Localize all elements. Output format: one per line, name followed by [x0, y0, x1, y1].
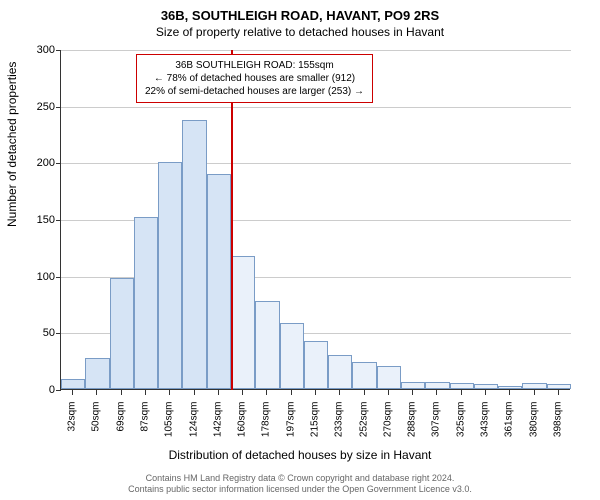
- xtick-label: 197sqm: [285, 402, 296, 446]
- histogram-bar: [304, 341, 328, 389]
- histogram-bar: [255, 301, 279, 389]
- histogram-bar: [377, 366, 401, 389]
- xtick-mark: [364, 390, 365, 395]
- histogram-bar: [425, 382, 449, 389]
- xtick-mark: [509, 390, 510, 395]
- histogram-bar: [182, 120, 206, 389]
- histogram-bar: [280, 323, 304, 389]
- histogram-bar: [547, 384, 571, 389]
- ytick-label: 50: [25, 327, 55, 339]
- ytick-mark: [56, 220, 61, 221]
- xtick-label: 160sqm: [237, 402, 248, 446]
- ytick-label: 0: [25, 384, 55, 396]
- annotation-line: ← 78% of detached houses are smaller (91…: [145, 72, 364, 85]
- histogram-bar: [450, 383, 474, 389]
- xtick-mark: [194, 390, 195, 395]
- histogram-bar: [61, 379, 85, 389]
- ytick-mark: [56, 277, 61, 278]
- chart-container: 36B, SOUTHLEIGH ROAD, HAVANT, PO9 2RS Si…: [0, 0, 600, 500]
- chart-subtitle: Size of property relative to detached ho…: [0, 23, 600, 39]
- xtick-mark: [558, 390, 559, 395]
- xtick-label: 233sqm: [334, 402, 345, 446]
- ytick-label: 200: [25, 157, 55, 169]
- xtick-label: 252sqm: [358, 402, 369, 446]
- xtick-label: 361sqm: [504, 402, 515, 446]
- histogram-bar: [474, 384, 498, 389]
- xtick-label: 307sqm: [431, 402, 442, 446]
- xtick-mark: [315, 390, 316, 395]
- xtick-mark: [534, 390, 535, 395]
- histogram-bar: [498, 386, 522, 389]
- xtick-mark: [218, 390, 219, 395]
- xtick-label: 69sqm: [115, 402, 126, 446]
- histogram-bar: [522, 383, 546, 389]
- xtick-mark: [72, 390, 73, 395]
- histogram-bar: [352, 362, 376, 389]
- xtick-mark: [96, 390, 97, 395]
- histogram-bar: [207, 174, 231, 389]
- footer-line-1: Contains HM Land Registry data © Crown c…: [0, 473, 600, 485]
- xtick-label: 178sqm: [261, 402, 272, 446]
- histogram-bar: [231, 256, 255, 389]
- gridline: [61, 50, 571, 51]
- annotation-line: 36B SOUTHLEIGH ROAD: 155sqm: [145, 59, 364, 72]
- ytick-mark: [56, 333, 61, 334]
- ytick-mark: [56, 390, 61, 391]
- ytick-label: 100: [25, 271, 55, 283]
- xtick-label: 398sqm: [552, 402, 563, 446]
- xtick-mark: [291, 390, 292, 395]
- xtick-mark: [461, 390, 462, 395]
- annotation-line: 22% of semi-detached houses are larger (…: [145, 85, 364, 98]
- gridline: [61, 107, 571, 108]
- xtick-label: 380sqm: [528, 402, 539, 446]
- ytick-label: 300: [25, 44, 55, 56]
- ytick-mark: [56, 163, 61, 164]
- ytick-mark: [56, 50, 61, 51]
- xtick-mark: [169, 390, 170, 395]
- xtick-label: 142sqm: [212, 402, 223, 446]
- xtick-label: 105sqm: [164, 402, 175, 446]
- xtick-mark: [145, 390, 146, 395]
- xtick-mark: [121, 390, 122, 395]
- xtick-mark: [339, 390, 340, 395]
- ytick-label: 250: [25, 101, 55, 113]
- xtick-mark: [266, 390, 267, 395]
- footer-text: Contains HM Land Registry data © Crown c…: [0, 473, 600, 496]
- xtick-label: 87sqm: [140, 402, 151, 446]
- xtick-label: 215sqm: [310, 402, 321, 446]
- xtick-label: 50sqm: [91, 402, 102, 446]
- histogram-bar: [401, 382, 425, 389]
- xtick-label: 124sqm: [188, 402, 199, 446]
- xtick-mark: [242, 390, 243, 395]
- xtick-mark: [485, 390, 486, 395]
- xtick-label: 343sqm: [480, 402, 491, 446]
- xtick-label: 32sqm: [67, 402, 78, 446]
- chart-area: 36B SOUTHLEIGH ROAD: 155sqm← 78% of deta…: [60, 50, 570, 420]
- histogram-bar: [328, 355, 352, 389]
- xtick-label: 325sqm: [455, 402, 466, 446]
- chart-title: 36B, SOUTHLEIGH ROAD, HAVANT, PO9 2RS: [0, 0, 600, 23]
- xtick-label: 270sqm: [382, 402, 393, 446]
- x-axis-label: Distribution of detached houses by size …: [0, 448, 600, 462]
- histogram-bar: [134, 217, 158, 389]
- ytick-mark: [56, 107, 61, 108]
- histogram-bar: [110, 278, 134, 389]
- xtick-label: 288sqm: [407, 402, 418, 446]
- histogram-bar: [85, 358, 109, 389]
- xtick-mark: [388, 390, 389, 395]
- plot-area: 36B SOUTHLEIGH ROAD: 155sqm← 78% of deta…: [60, 50, 570, 390]
- gridline: [61, 163, 571, 164]
- xtick-mark: [412, 390, 413, 395]
- xtick-mark: [436, 390, 437, 395]
- footer-line-2: Contains public sector information licen…: [0, 484, 600, 496]
- ytick-label: 150: [25, 214, 55, 226]
- annotation-box: 36B SOUTHLEIGH ROAD: 155sqm← 78% of deta…: [136, 54, 373, 103]
- histogram-bar: [158, 162, 182, 389]
- y-axis-label: Number of detached properties: [5, 62, 19, 227]
